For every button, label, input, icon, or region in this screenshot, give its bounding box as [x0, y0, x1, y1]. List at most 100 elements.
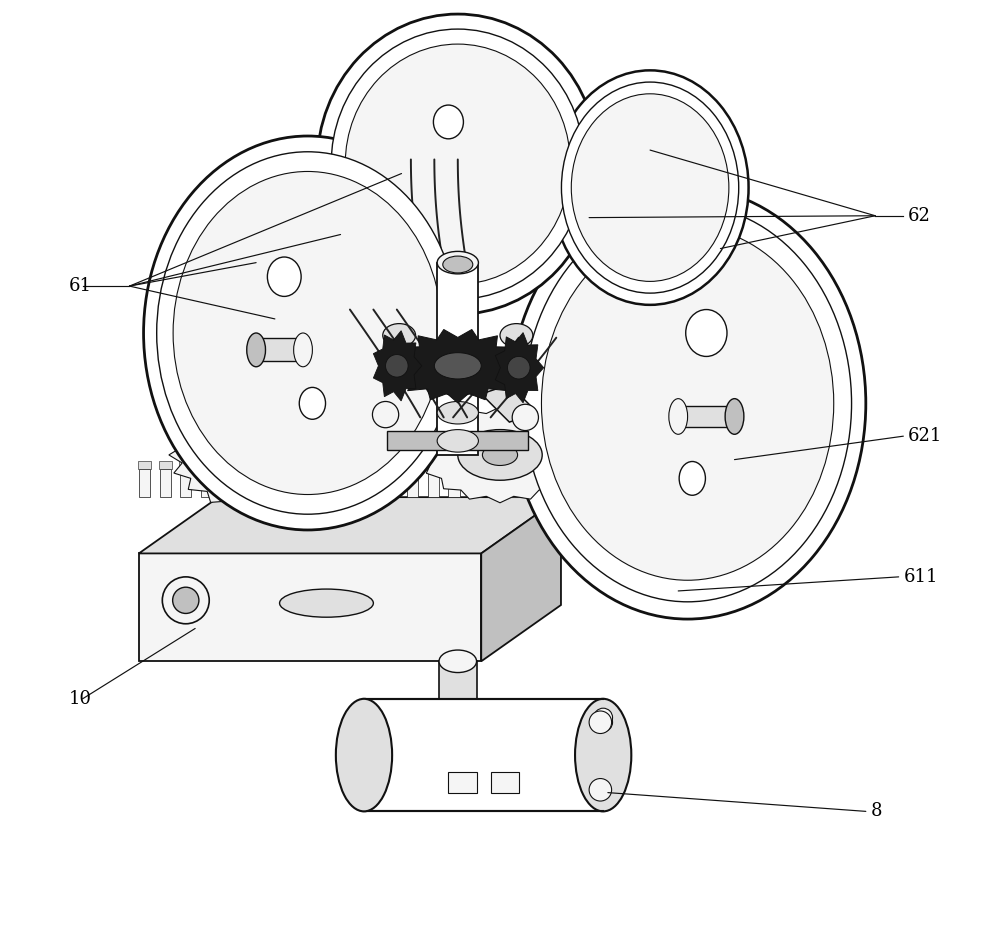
Polygon shape — [386, 461, 399, 469]
Polygon shape — [551, 461, 564, 469]
Polygon shape — [304, 469, 315, 497]
Polygon shape — [256, 338, 303, 361]
Polygon shape — [283, 469, 295, 497]
Ellipse shape — [248, 442, 292, 468]
Ellipse shape — [575, 699, 631, 811]
Polygon shape — [303, 461, 316, 469]
Polygon shape — [366, 469, 377, 497]
Ellipse shape — [594, 708, 613, 727]
Ellipse shape — [267, 257, 301, 296]
Polygon shape — [678, 406, 735, 427]
Ellipse shape — [280, 589, 373, 617]
Ellipse shape — [157, 152, 459, 514]
Polygon shape — [490, 469, 501, 497]
Ellipse shape — [433, 105, 463, 139]
Polygon shape — [447, 461, 461, 469]
Polygon shape — [448, 469, 460, 497]
Polygon shape — [241, 461, 254, 469]
Ellipse shape — [443, 256, 473, 273]
Ellipse shape — [686, 310, 727, 356]
Polygon shape — [139, 497, 561, 553]
Polygon shape — [481, 497, 561, 661]
Ellipse shape — [594, 713, 613, 732]
Ellipse shape — [679, 461, 705, 495]
Ellipse shape — [299, 387, 326, 419]
Circle shape — [372, 401, 399, 428]
Polygon shape — [169, 396, 371, 514]
Polygon shape — [350, 385, 444, 422]
Ellipse shape — [294, 333, 312, 367]
Polygon shape — [531, 469, 542, 497]
Polygon shape — [200, 461, 213, 469]
Ellipse shape — [589, 711, 612, 734]
Polygon shape — [481, 385, 538, 422]
Text: 611: 611 — [903, 567, 938, 586]
Polygon shape — [180, 469, 191, 497]
Circle shape — [386, 355, 408, 377]
Ellipse shape — [571, 94, 729, 281]
Circle shape — [512, 404, 538, 431]
Polygon shape — [406, 461, 419, 469]
Polygon shape — [364, 699, 603, 811]
Polygon shape — [263, 469, 274, 497]
Ellipse shape — [437, 401, 478, 424]
Circle shape — [508, 356, 530, 379]
Polygon shape — [262, 461, 275, 469]
Circle shape — [173, 587, 199, 613]
Polygon shape — [428, 469, 439, 497]
Polygon shape — [552, 469, 563, 497]
Polygon shape — [373, 331, 422, 401]
Polygon shape — [437, 263, 478, 455]
Bar — [491, 772, 519, 793]
Polygon shape — [325, 469, 336, 497]
Ellipse shape — [144, 136, 472, 530]
Ellipse shape — [437, 251, 478, 274]
Text: 8: 8 — [871, 802, 882, 821]
Ellipse shape — [500, 324, 533, 347]
Ellipse shape — [458, 430, 542, 480]
Bar — [448, 772, 477, 793]
Ellipse shape — [725, 399, 744, 434]
Ellipse shape — [524, 204, 852, 602]
Ellipse shape — [383, 324, 416, 347]
Polygon shape — [509, 461, 523, 469]
Polygon shape — [468, 461, 481, 469]
Polygon shape — [221, 469, 233, 497]
Ellipse shape — [378, 455, 397, 468]
Polygon shape — [179, 461, 192, 469]
Ellipse shape — [345, 44, 570, 284]
Ellipse shape — [509, 188, 866, 619]
Polygon shape — [469, 469, 480, 497]
Polygon shape — [387, 431, 528, 450]
Polygon shape — [324, 461, 337, 469]
Polygon shape — [495, 333, 544, 402]
Polygon shape — [530, 461, 543, 469]
Polygon shape — [387, 469, 398, 497]
Polygon shape — [510, 469, 522, 497]
Ellipse shape — [589, 779, 612, 801]
Polygon shape — [391, 329, 525, 403]
Polygon shape — [139, 553, 481, 661]
Ellipse shape — [437, 373, 478, 396]
Text: 621: 621 — [908, 427, 942, 446]
Ellipse shape — [371, 450, 404, 473]
Text: 10: 10 — [69, 689, 92, 708]
Ellipse shape — [541, 226, 834, 581]
Polygon shape — [201, 469, 212, 497]
Polygon shape — [160, 469, 171, 497]
Polygon shape — [242, 469, 253, 497]
Ellipse shape — [561, 83, 739, 293]
Ellipse shape — [247, 333, 265, 367]
Ellipse shape — [434, 353, 481, 379]
Ellipse shape — [437, 430, 478, 452]
Ellipse shape — [331, 29, 584, 299]
Polygon shape — [282, 461, 296, 469]
Circle shape — [162, 577, 209, 624]
Text: 61: 61 — [69, 277, 92, 295]
Polygon shape — [420, 407, 580, 503]
Polygon shape — [159, 461, 172, 469]
Ellipse shape — [173, 172, 442, 494]
Polygon shape — [344, 461, 357, 469]
Ellipse shape — [439, 650, 477, 673]
Polygon shape — [139, 469, 150, 497]
